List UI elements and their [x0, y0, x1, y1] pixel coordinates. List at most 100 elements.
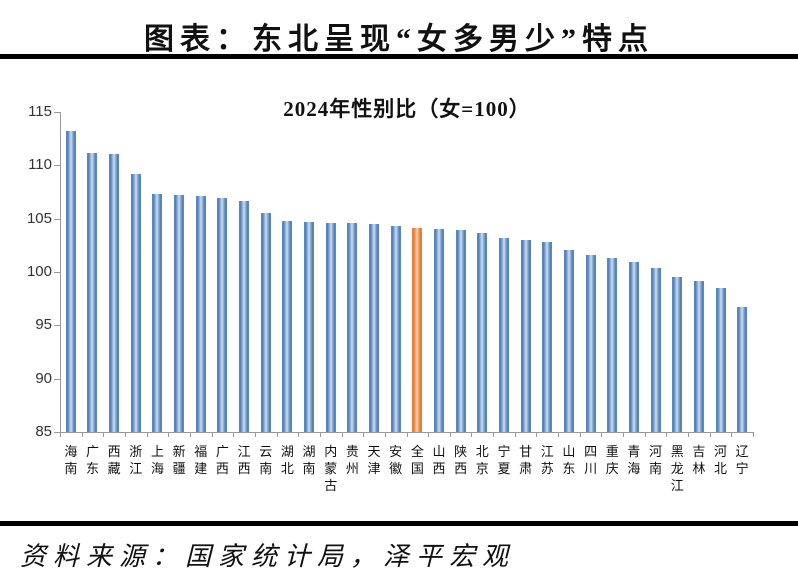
y-axis-label: 105 [26, 209, 52, 227]
bar [369, 224, 380, 432]
y-axis-label: 115 [28, 103, 52, 120]
x-axis-label: 广 东 [85, 444, 99, 476]
x-axis-label: 吉 林 [692, 444, 706, 476]
bar [672, 277, 683, 432]
x-axis-label: 黑 龙 江 [670, 444, 684, 493]
x-tick [384, 432, 386, 437]
bar-highlight [412, 228, 423, 432]
y-tick [54, 218, 60, 220]
x-tick [254, 432, 256, 437]
x-tick [168, 432, 170, 437]
page-title: 图表：东北呈现“女多男少”特点 [144, 23, 654, 56]
x-axis-label: 内 蒙 古 [324, 444, 338, 493]
bar [737, 307, 748, 432]
x-tick [493, 432, 495, 437]
x-axis-label: 辽 宁 [735, 444, 749, 476]
x-tick [666, 432, 668, 437]
x-tick [428, 432, 430, 437]
x-axis-label: 海 南 [64, 444, 78, 476]
bar [498, 237, 509, 432]
bar [607, 258, 618, 432]
x-tick [536, 432, 538, 437]
x-tick [319, 432, 321, 437]
x-axis-label: 湖 北 [280, 444, 294, 476]
x-tick [514, 432, 516, 437]
x-tick [341, 432, 343, 437]
y-axis-label: 110 [28, 156, 52, 174]
x-axis-label: 天 津 [367, 444, 381, 476]
y-axis-label: 85 [35, 423, 52, 440]
x-tick [298, 432, 300, 437]
bar [65, 131, 76, 432]
x-axis-label: 云 南 [259, 444, 273, 476]
bar [390, 226, 401, 432]
x-tick [753, 432, 754, 437]
bar [239, 200, 250, 432]
x-tick [146, 432, 148, 437]
y-tick [54, 325, 60, 327]
x-tick [406, 432, 408, 437]
bar [109, 153, 120, 432]
x-tick [471, 432, 473, 437]
x-axis-label: 安 徽 [389, 444, 403, 476]
x-tick [60, 432, 61, 437]
x-axis-label: 青 海 [627, 444, 641, 476]
x-tick [233, 432, 235, 437]
bar [563, 249, 574, 432]
x-axis-label: 重 庆 [605, 444, 619, 476]
x-axis-label: 福 建 [194, 444, 208, 476]
x-axis-label: 上 海 [150, 444, 164, 476]
x-axis-label: 山 东 [562, 444, 576, 476]
bar [174, 195, 185, 432]
x-tick [731, 432, 733, 437]
x-axis-label: 江 西 [237, 444, 251, 476]
bar [152, 194, 163, 432]
x-axis-label: 江 苏 [540, 444, 554, 476]
x-tick [601, 432, 603, 437]
bar [87, 152, 98, 432]
x-tick [709, 432, 711, 437]
x-axis-label: 河 南 [649, 444, 663, 476]
bar [628, 262, 639, 432]
y-tick [54, 378, 60, 380]
x-axis-label: 山 西 [432, 444, 446, 476]
x-tick [124, 432, 126, 437]
y-tick [54, 272, 60, 273]
bar [282, 220, 293, 432]
x-axis-label: 北 京 [475, 444, 489, 476]
x-tick [211, 432, 213, 437]
bar [347, 222, 358, 432]
y-tick [54, 432, 60, 433]
x-axis-label: 广 西 [215, 444, 229, 476]
x-axis-label: 河 北 [714, 444, 728, 476]
bar [304, 221, 315, 432]
x-axis-label: 西 藏 [107, 444, 121, 476]
y-axis-label: 90 [35, 369, 52, 387]
x-axis-label: 甘 肃 [519, 444, 533, 476]
x-axis-label: 浙 江 [129, 444, 143, 476]
x-tick [276, 432, 278, 437]
top-divider [0, 54, 798, 59]
x-tick [579, 432, 581, 437]
x-axis-label: 宁 夏 [497, 444, 511, 476]
bar [130, 173, 141, 432]
x-axis-label: 贵 州 [345, 444, 359, 476]
bar [217, 198, 228, 432]
bar [520, 240, 531, 432]
x-tick [189, 432, 191, 437]
x-axis-label: 新 疆 [172, 444, 186, 476]
bar [542, 242, 553, 432]
y-tick [54, 165, 60, 167]
bar [455, 230, 466, 432]
bar [195, 196, 206, 432]
bar [585, 254, 596, 432]
bar [260, 213, 271, 432]
y-axis-label: 95 [35, 316, 52, 334]
x-tick [644, 432, 646, 437]
bar [325, 222, 336, 432]
bar [693, 280, 704, 432]
bar [477, 232, 488, 432]
x-axis-label: 四 川 [584, 444, 598, 476]
